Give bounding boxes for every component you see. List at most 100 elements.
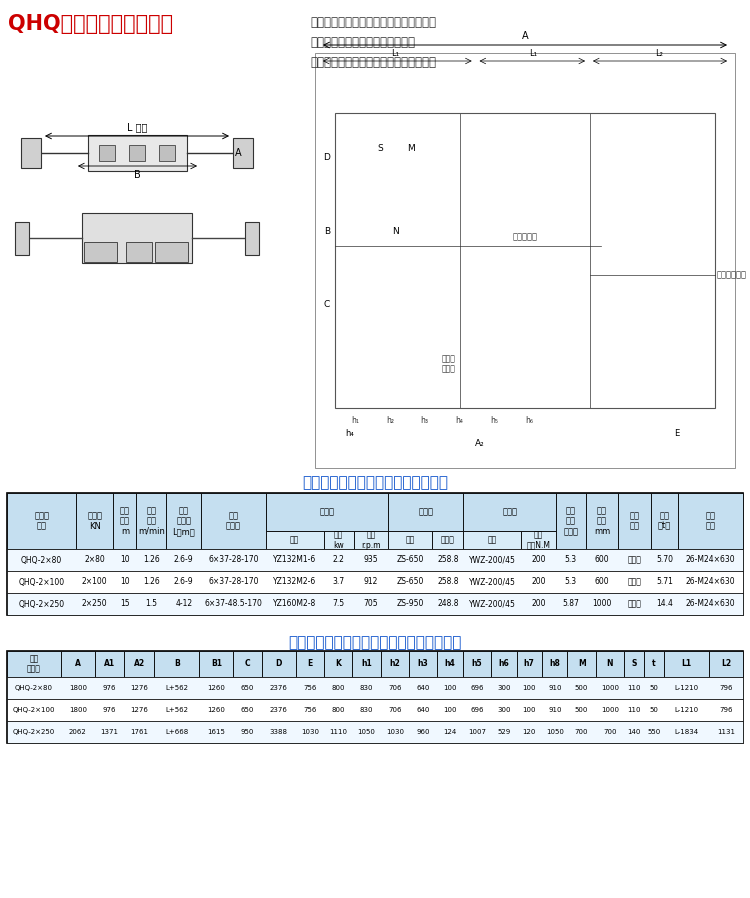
Text: 1000: 1000 [601, 685, 619, 691]
Text: 796: 796 [719, 685, 733, 691]
Bar [7, 651, 61, 677]
Bar [126, 242, 152, 261]
Polygon shape [350, 193, 404, 304]
Text: 6×37-48.5-170: 6×37-48.5-170 [205, 600, 262, 609]
Text: 830: 830 [360, 685, 374, 691]
Text: t: t [652, 659, 656, 668]
Text: h7: h7 [524, 659, 535, 668]
Bar [618, 493, 650, 549]
Text: QHQ型弧门卷扬式启闭机: QHQ型弧门卷扬式启闭机 [8, 14, 173, 34]
Text: 10: 10 [120, 577, 130, 586]
Text: 600: 600 [595, 556, 609, 565]
Text: 型号: 型号 [488, 535, 497, 544]
Text: 1.26: 1.26 [143, 577, 160, 586]
Text: h₅: h₅ [490, 416, 498, 425]
Bar [388, 493, 464, 531]
Text: L1: L1 [681, 659, 692, 668]
Bar [324, 651, 352, 677]
Text: 5.87: 5.87 [562, 600, 579, 609]
Text: A: A [235, 148, 242, 158]
Bar [124, 651, 154, 677]
Bar [233, 651, 262, 677]
Bar [245, 222, 259, 254]
Bar [7, 677, 743, 699]
Text: 935: 935 [364, 556, 378, 565]
Text: E: E [308, 659, 313, 668]
Text: 主要用于水利水电工程中启闭弧型闸门。: 主要用于水利水电工程中启闭弧型闸门。 [310, 16, 436, 29]
Bar [7, 651, 743, 743]
Text: 706: 706 [388, 685, 401, 691]
Text: 2×250: 2×250 [82, 600, 107, 609]
Text: 910: 910 [548, 685, 562, 691]
Bar [233, 137, 253, 169]
Text: 529: 529 [497, 729, 511, 735]
Text: 500: 500 [575, 707, 588, 713]
Text: 1260: 1260 [208, 707, 226, 713]
Text: 1800: 1800 [69, 707, 87, 713]
Text: 2.6-9: 2.6-9 [174, 577, 194, 586]
Text: 启门
速度
m/min: 启门 速度 m/min [138, 506, 165, 536]
Text: S: S [632, 659, 637, 668]
Text: 800: 800 [332, 685, 345, 691]
Text: ZS-950: ZS-950 [397, 600, 424, 609]
Text: 258.8: 258.8 [437, 556, 458, 565]
Text: h₆: h₆ [525, 416, 533, 425]
Text: 700: 700 [603, 729, 616, 735]
Text: 3.7: 3.7 [332, 577, 345, 586]
Bar [113, 493, 136, 549]
Bar [154, 651, 200, 677]
Text: h2: h2 [389, 659, 400, 668]
Text: 7.5: 7.5 [332, 600, 345, 609]
Text: QHQ-2×100: QHQ-2×100 [13, 707, 55, 713]
Text: 110: 110 [627, 707, 640, 713]
Text: 10: 10 [120, 556, 130, 565]
Text: 200: 200 [531, 600, 546, 609]
Text: 976: 976 [103, 685, 116, 691]
Text: 电动机: 电动机 [320, 507, 334, 516]
Text: 2.6-9: 2.6-9 [174, 556, 194, 565]
Bar [381, 651, 409, 677]
Bar [678, 493, 743, 549]
Bar [266, 531, 323, 549]
Text: L₁: L₁ [530, 49, 538, 58]
Text: 50: 50 [650, 685, 658, 691]
Text: 启门
扬程
m: 启门 扬程 m [120, 506, 130, 536]
Text: h1: h1 [362, 659, 372, 668]
Text: L-1210: L-1210 [674, 707, 698, 713]
Text: 200: 200 [531, 556, 546, 565]
Bar [542, 651, 568, 677]
Bar [201, 493, 266, 549]
Text: 960: 960 [416, 729, 430, 735]
Polygon shape [470, 193, 513, 304]
Text: 600: 600 [595, 577, 609, 586]
Text: QHQ-2×80: QHQ-2×80 [15, 685, 53, 691]
Text: 5.3: 5.3 [565, 577, 577, 586]
Text: 1050: 1050 [546, 729, 564, 735]
Text: 2×100: 2×100 [82, 577, 107, 586]
Text: 制动
力矩N.M: 制动 力矩N.M [526, 531, 550, 550]
Text: 1110: 1110 [329, 729, 347, 735]
Text: 卷筒
直径
mm: 卷筒 直径 mm [594, 506, 610, 536]
Text: M: M [407, 144, 415, 153]
Text: 型号: 型号 [290, 535, 299, 544]
Text: 电动机
中心线: 电动机 中心线 [442, 354, 456, 374]
Text: 卷筒中心线: 卷筒中心线 [512, 233, 538, 242]
Text: 1050: 1050 [358, 729, 376, 735]
Text: 796: 796 [719, 707, 733, 713]
Text: 26-M24×630: 26-M24×630 [686, 577, 736, 586]
Text: 二支点弧门卷扬式启闭机技术特性表: 二支点弧门卷扬式启闭机技术特性表 [302, 475, 448, 490]
Text: 2062: 2062 [69, 729, 87, 735]
Bar [84, 242, 117, 261]
Text: 705: 705 [364, 600, 378, 609]
Bar [0, 43, 750, 470]
Text: C: C [324, 300, 330, 309]
Text: 2376: 2376 [270, 685, 288, 691]
Text: 700: 700 [575, 729, 589, 735]
Text: 26-M24×630: 26-M24×630 [686, 600, 736, 609]
Bar [464, 531, 521, 549]
Bar [166, 493, 201, 549]
Text: 开式
齿轮
传动比: 开式 齿轮 传动比 [563, 506, 578, 536]
Text: 756: 756 [303, 707, 316, 713]
Text: 120: 120 [523, 729, 536, 735]
Text: 1000: 1000 [592, 600, 612, 609]
